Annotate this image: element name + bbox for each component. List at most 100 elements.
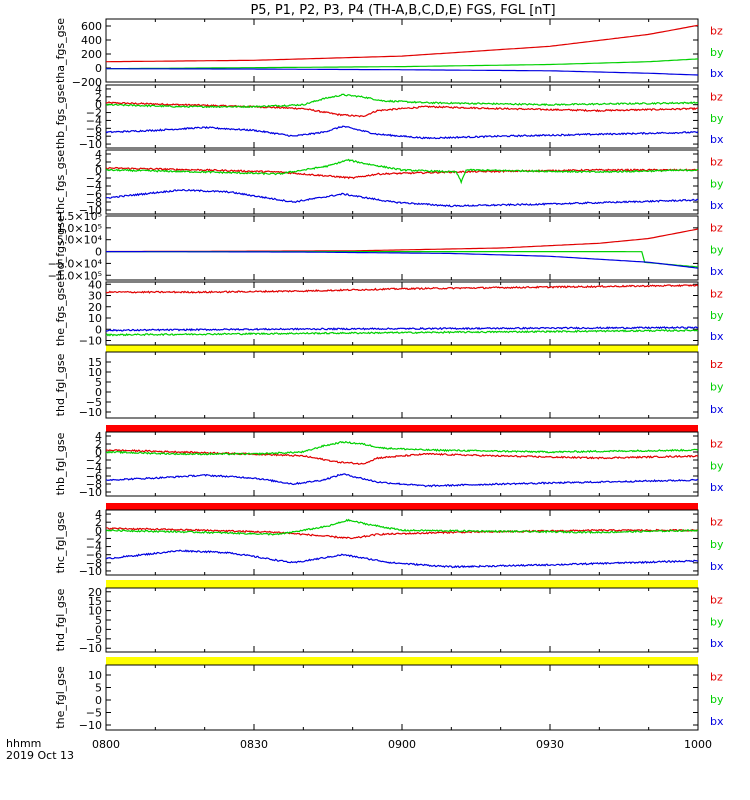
y-tick-label: 30 — [88, 290, 102, 303]
legend-bz: bz — [710, 287, 723, 300]
y-tick-label: −4 — [86, 541, 102, 554]
y-tick-label: 0 — [95, 62, 102, 75]
y-tick-label: −8 — [86, 130, 102, 143]
y-tick-label: 5.0×10⁴ — [57, 234, 103, 247]
series-bz-line — [106, 527, 698, 540]
y-tick-label: −6 — [86, 188, 102, 201]
panel-3-ylabel: thc_fgs_gse — [54, 150, 67, 215]
y-tick-label: −8 — [86, 478, 102, 491]
y-tick-label: −2 — [86, 532, 102, 545]
series-bx-line — [106, 549, 698, 569]
y-tick-label: 4 — [95, 430, 102, 443]
panel-2-frame — [105, 84, 699, 149]
y-tick-label: 0 — [95, 446, 102, 459]
y-tick-label: 200 — [81, 48, 102, 61]
series-bz-line — [106, 228, 698, 253]
y-tick-label: 10 — [88, 366, 102, 379]
y-tick-label: 2 — [95, 91, 102, 104]
y-tick-label: 4 — [95, 508, 102, 521]
panel-7: 420−2−4−6−8−10 thb_fgl_gse bz by bx — [54, 430, 724, 510]
panel-9-flag-bar — [106, 657, 698, 665]
y-tick-label: 2 — [95, 438, 102, 451]
panel-5-frame — [105, 281, 699, 346]
series-bz-line — [106, 166, 698, 180]
y-tick-label: −2 — [86, 107, 102, 120]
panel-6-ylabel: thd_fgl_gse — [54, 353, 67, 416]
legend-by: by — [710, 459, 724, 472]
y-tick-label: −8 — [86, 196, 102, 209]
y-tick-label: 10 — [88, 605, 102, 618]
y-tick-label: −10 — [79, 138, 102, 151]
x-tick-label: 0900 — [388, 738, 416, 751]
y-tick-label: 5 — [95, 614, 102, 627]
series-bx-line — [106, 326, 698, 332]
panel-5-flag-bar — [106, 345, 698, 352]
y-tick-label: −8 — [86, 557, 102, 570]
panel-8: 420−2−4−6−8−10 thc_fgl_gse bz by bx — [54, 508, 724, 588]
legend-bz: bz — [710, 594, 723, 607]
panel-8-flag-bar — [106, 580, 698, 588]
series-bx-line — [106, 251, 698, 269]
y-tick-label: 400 — [81, 34, 102, 47]
legend-bz: bz — [710, 90, 723, 103]
legend-bz: bz — [710, 24, 723, 37]
y-tick-label: −5 — [86, 707, 102, 720]
y-tick-label: 5 — [95, 376, 102, 389]
y-tick-label: 4 — [95, 83, 102, 96]
panel-10-ylabel: the_fgl_gse — [54, 666, 67, 729]
x-tick-label: 0930 — [536, 738, 564, 751]
legend-bz: bz — [710, 358, 723, 371]
legend-bz: bz — [710, 156, 723, 169]
y-tick-label: 4 — [95, 148, 102, 161]
panel-4: 1.5×10⁵1.0×10⁵5.0×10⁴0−5.0×10⁴−1.0×10⁵th… — [48, 210, 724, 282]
y-tick-label: −6 — [86, 122, 102, 135]
x-tick-label: 0830 — [240, 738, 268, 751]
y-tick-label: −10 — [79, 642, 102, 655]
y-tick-label: 5 — [95, 682, 102, 695]
legend-by: by — [710, 538, 724, 551]
panel-4-frame — [105, 215, 699, 281]
series-bz-line — [106, 24, 698, 63]
legend-bx: bx — [710, 67, 724, 80]
y-tick-label: 0 — [95, 164, 102, 177]
y-tick-label: −2 — [86, 172, 102, 185]
panel-2-ylabel: thb_fgs_gse — [54, 84, 67, 150]
series-bx-line — [106, 68, 698, 76]
legend-by: by — [710, 693, 724, 706]
legend-bz: bz — [710, 438, 723, 451]
panel-8-ylabel: thc_fgl_gse — [54, 511, 67, 573]
series-bx-line — [106, 188, 698, 208]
y-tick-label: 0 — [95, 99, 102, 112]
series-by-line — [106, 440, 698, 456]
panel-6-frame — [105, 351, 699, 419]
y-tick-label: 15 — [88, 595, 102, 608]
panel-5-ylabel: the_fgs_gse — [54, 281, 67, 346]
y-tick-label: −10 — [79, 486, 102, 499]
series-bz-line — [106, 284, 698, 294]
legend-bz: bz — [710, 222, 723, 235]
y-tick-label: 0 — [95, 524, 102, 537]
series-by-line — [106, 58, 698, 70]
panel-10-frame — [105, 664, 699, 731]
panel-4-ylabel: thd_fgs_gse — [54, 215, 67, 281]
y-tick-label: 20 — [88, 301, 102, 314]
panel-7-ylabel: thb_fgl_gse — [54, 432, 67, 495]
y-tick-label: 10 — [88, 669, 102, 682]
y-tick-label: −10 — [79, 335, 102, 348]
y-tick-label: −200 — [72, 76, 102, 89]
series-by-line — [106, 329, 698, 337]
panel-7-flag-bar — [106, 503, 698, 510]
y-tick-label: −5 — [86, 633, 102, 646]
legend-bx: bx — [710, 265, 724, 278]
x-tick-label: 1000 — [684, 738, 712, 751]
y-tick-label: 1.5×10⁵ — [57, 210, 102, 223]
series-bz-line — [106, 449, 698, 465]
series-bz-line — [106, 101, 698, 118]
y-tick-label: −4 — [86, 114, 102, 127]
y-tick-label: −6 — [86, 470, 102, 483]
